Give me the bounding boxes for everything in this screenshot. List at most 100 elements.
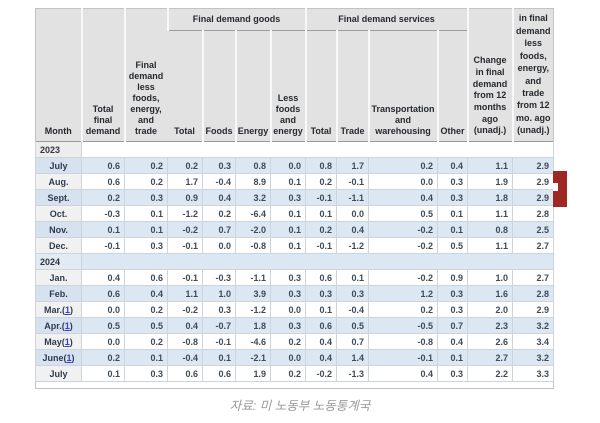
cell-value: 0.0 [269,157,307,174]
cell-value: 3.2 [512,349,555,366]
cell-value: -1.2 [235,301,271,318]
cell-value: 1.8 [467,189,514,206]
cell-value: -0.8 [235,237,271,254]
month-label: Aug. [35,173,82,190]
cell-value: 0.4 [437,157,469,174]
year-label: 2023 [35,141,82,158]
cell-value: 0.3 [202,301,236,318]
cell-value: 0.7 [202,221,236,238]
cell-value: 8.9 [235,173,271,190]
footnote-link[interactable]: 1 [66,352,72,363]
col-header-other: Other [436,30,468,142]
cell-value: 0.1 [336,269,370,286]
col-header-foods: Foods [201,30,236,142]
table-row: Mar.(1) 0.0 0.2 -0.2 0.3 -1.2 0.0 0.1 -0.4 0.2 0.3… [35,301,555,318]
table-row: July 0.6 0.2 0.2 0.3 0.8 0.0 0.8 1.7 0.2 0.4 1.1 2.9 [35,157,555,174]
group-header-final-demand-goods: Final demand goods [166,8,306,31]
cell-value: 1.1 [467,157,514,174]
month-label: Dec. [35,237,82,254]
table-row: Nov. 0.1 0.1 -0.2 0.7 -2.0 0.1 0.2 0.4 -0.2 0.1 0.8… [35,221,555,238]
cell-value: 0.1 [269,237,307,254]
footnote-link[interactable]: 1 [64,320,70,331]
cell-value: 0.3 [305,285,338,302]
cell-value: 0.0 [336,205,370,222]
cell-value: 3.2 [512,317,555,334]
cell-value: -0.2 [368,221,439,238]
cell-value: 0.1 [437,349,469,366]
month-label: June(1) [35,349,82,366]
cell-value: 0.2 [305,221,338,238]
group-header-final-demand-services: Final demand services [304,8,468,31]
cell-value: 0.6 [305,269,338,286]
cell-value: 0.4 [202,189,236,206]
cell-value: 0.0 [368,173,439,190]
table-row: Jan. 0.4 0.6 -0.1 -0.3 -1.1 0.3 0.6 0.1 -0.2 0.9 1.… [35,269,555,286]
cell-value: -0.1 [167,269,203,286]
table-row: May(1) 0.0 0.2 -0.8 -0.1 -4.6 0.2 0.4 0.7 -0.8 0.4… [35,333,555,350]
col-header-less-foods-energy: Less foods and energy [269,30,306,142]
cell-value: -0.8 [368,333,439,350]
cell-value: -0.5 [368,317,439,334]
cell-value: 2.3 [467,317,514,334]
cell-value: 0.2 [305,173,338,190]
cell-value: 0.3 [202,157,236,174]
cell-value: 0.2 [124,301,168,318]
cell-value: 0.1 [124,349,168,366]
col-header-change-12mo: Change in final demand from 12 months ag… [466,8,513,142]
cell-value: -1.2 [167,205,203,222]
cell-value: -4.6 [235,333,271,350]
cell-value: 0.8 [235,157,271,174]
cell-value: 0.1 [81,365,125,382]
col-header-transportation-warehousing: Transportation and warehousing [367,30,438,142]
month-label: Sept. [35,189,82,206]
red-bookmark-marker [553,171,567,207]
cell-value: 0.6 [202,365,236,382]
cell-value: 0.4 [437,333,469,350]
cell-value: 1.6 [467,285,514,302]
month-label: Jan. [35,269,82,286]
cell-value: 0.4 [368,365,439,382]
footnote-link[interactable]: 1 [64,336,70,347]
cell-value: -0.7 [202,317,236,334]
year-row: 2023 [35,141,555,158]
footnote-link[interactable]: 1 [65,304,71,315]
cell-value: 0.3 [269,317,307,334]
cell-value: 0.6 [167,365,203,382]
cell-value: 2.8 [512,205,555,222]
cell-value: 0.4 [305,333,338,350]
cell-value: 0.3 [437,173,469,190]
month-label: Apr.(1) [35,317,82,334]
year-label: 2024 [35,253,82,270]
table-row: Oct. -0.3 0.1 -1.2 0.2 -6.4 0.1 0.1 0.0 0.5 0.1 1.1… [35,205,555,222]
year-row: 2024 [35,253,555,270]
cell-value: 1.4 [336,349,370,366]
cell-value: 0.3 [269,285,307,302]
cell-value: 2.9 [512,189,555,206]
cell-value: 0.3 [124,189,168,206]
cell-value: 0.6 [81,173,125,190]
cell-value: -0.1 [202,333,236,350]
cell-value: 0.1 [81,221,125,238]
cell-value: 0.9 [167,189,203,206]
cell-value: 0.2 [368,301,439,318]
ppi-table-container: Month Total final demand Final demand le… [34,8,555,389]
cell-value: -1.2 [336,237,370,254]
cell-value: 0.4 [305,349,338,366]
cell-value: 1.9 [235,365,271,382]
cell-value: -0.1 [305,189,338,206]
cell-value: 0.3 [269,189,307,206]
cell-value: -2.1 [235,349,271,366]
cell-value: 2.7 [512,269,555,286]
col-header-total-final-demand: Total final demand [80,8,125,142]
table-row: Aug. 0.6 0.2 1.7 -0.4 8.9 0.1 0.2 -0.1 0.0 0.3 1.9 2… [35,173,555,190]
cell-value: 0.5 [336,317,370,334]
cell-value: 1.9 [467,173,514,190]
cell-value: 1.7 [336,157,370,174]
cell-value: 0.2 [81,189,125,206]
cell-value: 0.3 [437,365,469,382]
cell-value: -0.2 [167,301,203,318]
cell-value: 0.0 [81,333,125,350]
table-header: Month Total final demand Final demand le… [35,8,554,142]
cell-value: 2.7 [512,237,555,254]
cell-value: 1.0 [202,285,236,302]
